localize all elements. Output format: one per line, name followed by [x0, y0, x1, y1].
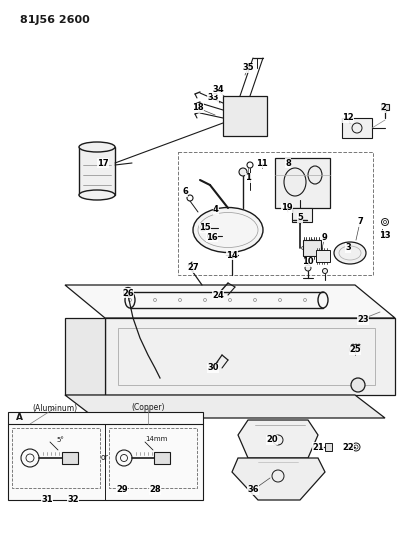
Text: 10: 10 [301, 257, 313, 266]
Text: 28: 28 [149, 486, 160, 495]
Text: (Aluminum): (Aluminum) [32, 403, 77, 413]
Text: 5: 5 [297, 214, 302, 222]
Circle shape [238, 168, 246, 176]
Text: 8: 8 [284, 158, 290, 167]
Text: 20: 20 [265, 435, 277, 445]
Text: 4: 4 [213, 206, 218, 214]
Text: 19: 19 [281, 204, 292, 213]
Circle shape [316, 241, 319, 245]
Text: 9: 9 [321, 232, 327, 241]
Text: 11: 11 [256, 158, 267, 167]
Bar [291, 208, 311, 222]
Text: 16: 16 [206, 232, 217, 241]
Bar [380, 104, 388, 110]
Bar [8, 412, 202, 500]
Polygon shape [65, 285, 394, 318]
Polygon shape [65, 318, 105, 395]
Text: 21: 21 [311, 442, 323, 451]
Text: A: A [16, 414, 23, 423]
Circle shape [303, 241, 306, 245]
Bar [222, 96, 266, 136]
Polygon shape [65, 395, 384, 418]
Text: 15: 15 [199, 223, 210, 232]
Text: 13: 13 [378, 230, 390, 239]
Bar [178, 152, 372, 275]
Text: 31: 31 [41, 496, 53, 505]
Text: 14: 14 [226, 251, 237, 260]
Text: 29: 29 [116, 486, 128, 495]
Bar [315, 250, 329, 262]
Circle shape [322, 269, 327, 273]
Text: 23: 23 [356, 316, 368, 325]
Text: 1: 1 [245, 174, 250, 182]
Circle shape [310, 239, 313, 243]
Text: 36: 36 [247, 486, 258, 495]
Text: 25: 25 [348, 345, 360, 354]
Text: 3: 3 [344, 244, 350, 253]
Ellipse shape [307, 166, 321, 184]
Ellipse shape [193, 207, 262, 253]
Bar [79, 147, 115, 195]
Polygon shape [231, 458, 324, 500]
Bar [302, 240, 320, 256]
Polygon shape [237, 420, 317, 458]
Text: or: or [101, 454, 109, 463]
Circle shape [319, 246, 322, 249]
Text: (Copper): (Copper) [131, 403, 164, 413]
Text: 5°: 5° [56, 437, 64, 443]
Bar [109, 428, 196, 488]
Text: 35: 35 [242, 63, 253, 72]
Circle shape [310, 254, 313, 256]
Text: 32: 32 [67, 496, 79, 505]
Text: 14mm: 14mm [144, 436, 167, 442]
Bar [274, 158, 329, 208]
Text: 27: 27 [187, 263, 198, 272]
Circle shape [350, 378, 364, 392]
Text: 12: 12 [341, 114, 353, 123]
Text: 81J56 2600: 81J56 2600 [20, 15, 90, 25]
Ellipse shape [79, 142, 115, 152]
Polygon shape [105, 318, 394, 395]
Text: 6: 6 [182, 188, 187, 197]
Text: 2: 2 [379, 103, 385, 112]
Text: 30: 30 [207, 364, 218, 373]
Text: 26: 26 [122, 288, 134, 297]
Bar [62, 452, 78, 464]
Text: 18: 18 [192, 103, 203, 112]
Circle shape [303, 252, 306, 254]
Text: 7: 7 [356, 217, 362, 227]
Text: 33: 33 [207, 93, 218, 102]
Text: 22: 22 [341, 442, 353, 451]
Bar [324, 443, 331, 451]
Circle shape [316, 252, 319, 254]
Ellipse shape [79, 190, 115, 200]
Text: 34: 34 [212, 85, 223, 94]
Circle shape [301, 246, 304, 249]
Text: 24: 24 [211, 290, 223, 300]
Bar [154, 452, 170, 464]
Circle shape [304, 265, 310, 271]
Text: 17: 17 [97, 158, 108, 167]
Polygon shape [341, 118, 371, 138]
Ellipse shape [333, 242, 365, 264]
Bar [12, 428, 100, 488]
Ellipse shape [283, 168, 305, 196]
